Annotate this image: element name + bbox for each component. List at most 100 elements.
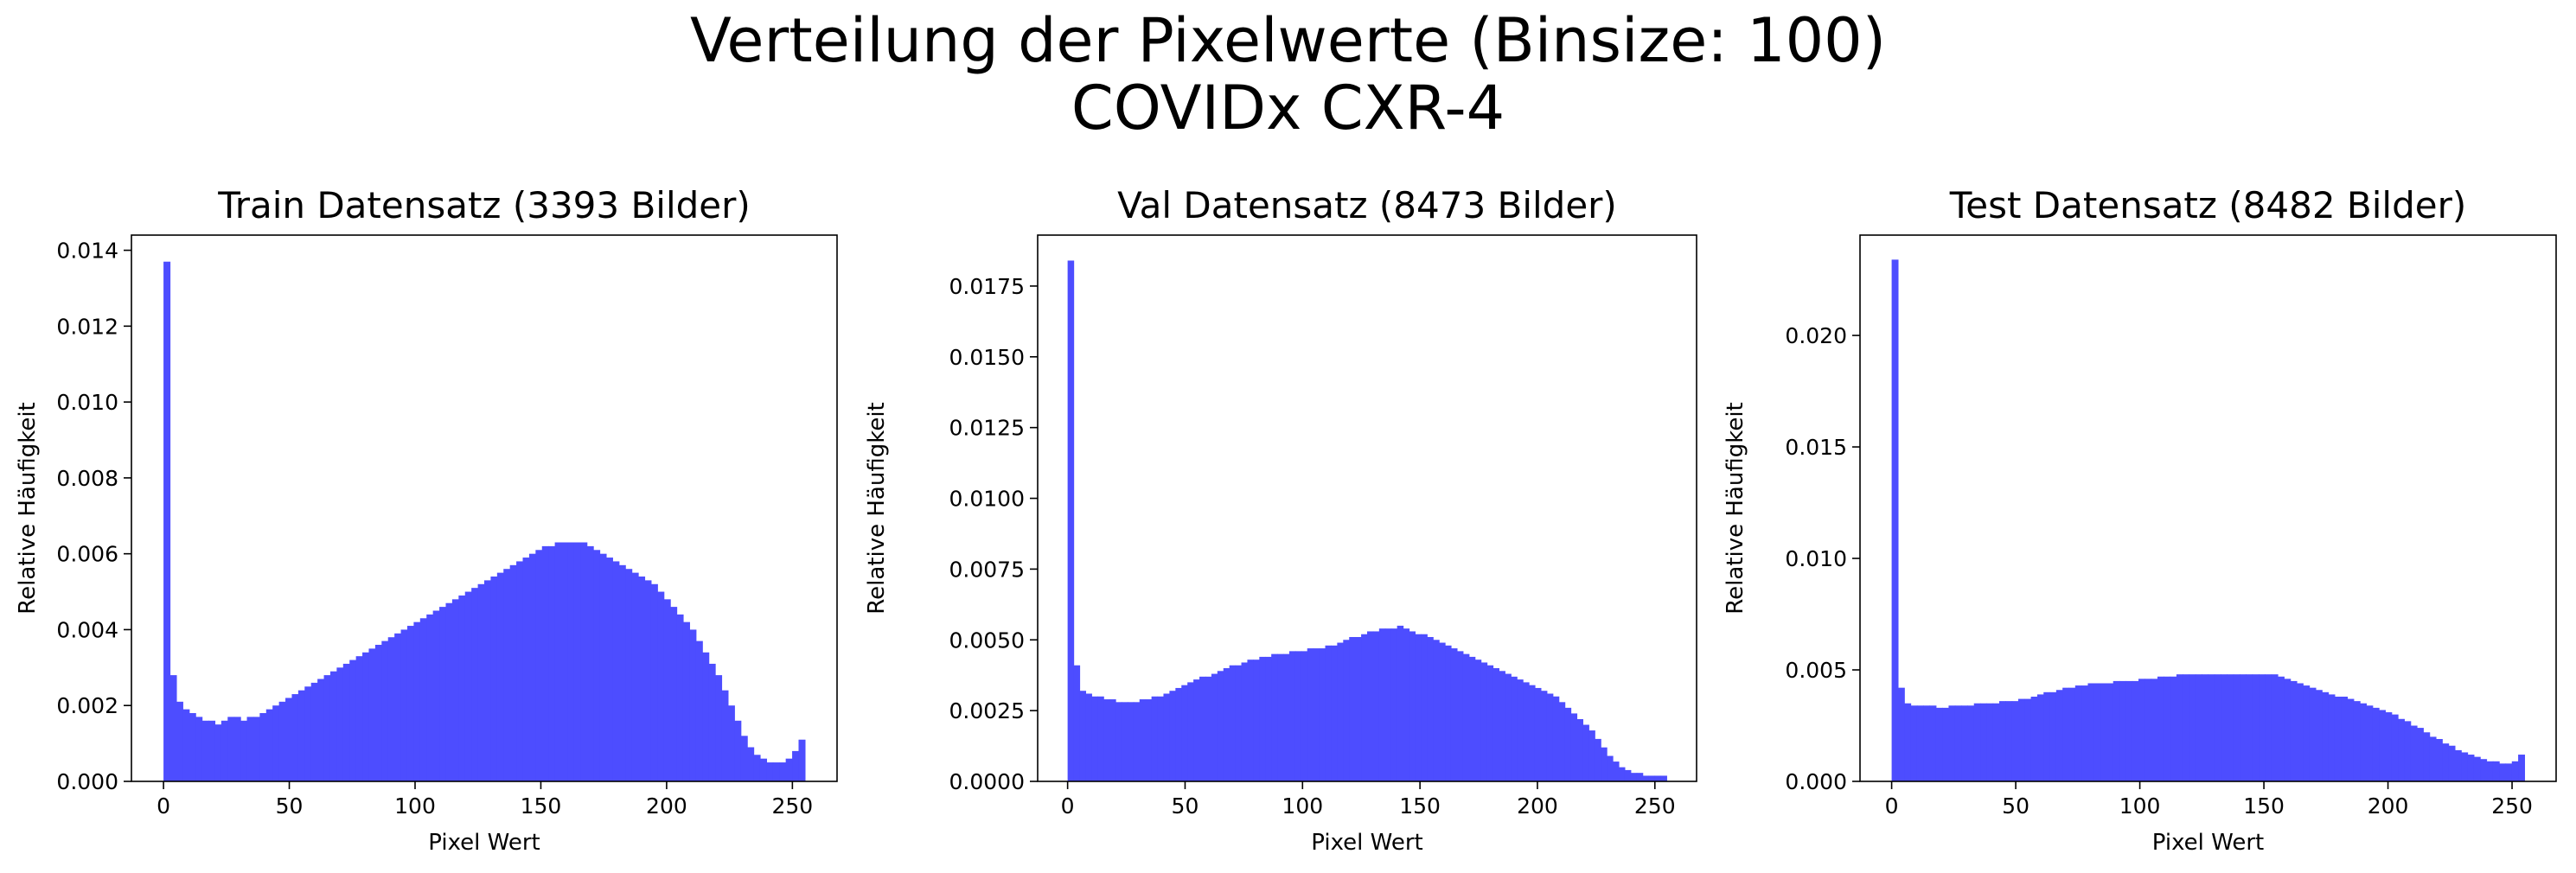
histogram-bar (702, 652, 710, 781)
histogram-bar (1205, 676, 1212, 781)
histogram-bar (201, 720, 209, 781)
histogram-bar (1151, 696, 1159, 781)
y-tick-label: 0.015 (1785, 435, 1847, 460)
bars (163, 261, 806, 782)
histogram-bar (2081, 685, 2089, 781)
histogram-bar (2284, 679, 2292, 781)
histogram-bar (413, 621, 421, 781)
histogram-bar (2265, 674, 2272, 781)
histogram-bar (785, 758, 793, 781)
histogram-bar (1421, 634, 1428, 781)
histogram-bar (1923, 705, 1931, 781)
histogram-bar (451, 599, 459, 781)
histogram-bar (1654, 775, 1662, 781)
histogram-bar (2005, 701, 2013, 781)
histogram-bar (484, 580, 492, 781)
histogram-bar (2183, 674, 2190, 781)
histogram-bar (1595, 738, 1601, 781)
histogram-bar (2398, 718, 2405, 781)
histogram-bar (1588, 730, 1595, 781)
histogram-bar (663, 599, 671, 781)
histogram-bar (779, 762, 787, 781)
histogram-bar (2030, 696, 2038, 781)
histogram-bar (272, 705, 280, 781)
histogram-bar (1067, 260, 1075, 782)
histogram-bar (1175, 687, 1182, 781)
x-tick-label: 150 (2243, 793, 2285, 819)
histogram-bar (2068, 687, 2076, 781)
histogram-bar (2309, 687, 2317, 781)
y-tick-label: 0.014 (56, 239, 118, 264)
x-tick-label: 0 (1061, 793, 1075, 819)
histogram-bar (1624, 769, 1632, 781)
histogram-bar (1980, 703, 1987, 781)
histogram-bar (1499, 671, 1505, 781)
histogram-bar (1294, 651, 1302, 781)
histogram-bar (1558, 702, 1566, 781)
histogram-bar (2093, 683, 2101, 781)
histogram-bar (1540, 691, 1548, 781)
histogram-bar (2170, 676, 2177, 781)
histogram-bar (650, 583, 658, 781)
histogram-bar (310, 682, 318, 781)
histogram-bar (221, 720, 228, 781)
histogram-bar (2145, 679, 2152, 781)
histogram-bar (1163, 693, 1170, 781)
y-tick-label: 0.008 (56, 466, 118, 491)
histogram-bar (2391, 714, 2399, 781)
panel-title: Val Datensatz (8473 Bilder) (1117, 184, 1617, 226)
histogram-bar (278, 701, 286, 781)
histogram-bar (1433, 640, 1440, 781)
histogram-bar (246, 717, 254, 781)
histogram-bar (2271, 674, 2279, 781)
histogram-bar (1986, 703, 1994, 781)
x-tick-label: 0 (157, 793, 170, 819)
histogram-bar (1229, 665, 1237, 781)
histogram-bar (509, 564, 517, 781)
histogram-bar (516, 561, 524, 781)
histogram-bar (1450, 648, 1458, 781)
histogram-bar (1247, 660, 1254, 781)
histogram-bar (1355, 636, 1362, 781)
histogram-bar (586, 545, 594, 781)
histogram-bar (1999, 701, 2006, 781)
histogram-bar (432, 610, 440, 781)
histogram-bar (631, 572, 639, 781)
histogram-bar (1576, 718, 1583, 781)
histogram-bar (2227, 674, 2234, 781)
histogram-bar (1331, 645, 1338, 781)
histogram-bar (2429, 736, 2437, 781)
histogram-bar (708, 663, 716, 781)
histogram-bar (2151, 679, 2158, 781)
histogram-bar (2043, 691, 2051, 781)
histogram-bar (195, 717, 203, 781)
y-tick-label: 0.000 (1785, 769, 1847, 794)
panel-title: Train Datensatz (3393 Bilder) (217, 184, 751, 226)
histogram-bar (2417, 728, 2424, 781)
histogram-bar (573, 542, 581, 781)
histogram-bar (1181, 685, 1188, 781)
histogram-bar (406, 626, 414, 781)
plot-frame (1859, 234, 2557, 782)
histogram-bar (2132, 680, 2139, 781)
histogram-bar (1468, 656, 1476, 781)
histogram-bar (163, 261, 171, 782)
y-tick-label: 0.020 (1785, 323, 1847, 348)
bars (1067, 260, 1667, 782)
histogram-bar (291, 694, 299, 781)
histogram-bar (227, 717, 235, 781)
histogram-bar (1409, 631, 1416, 781)
histogram-bar (715, 675, 723, 781)
histogram-bar (394, 633, 402, 781)
y-tick-label: 0.0025 (949, 698, 1025, 723)
histogram-bar (1642, 775, 1650, 781)
histogram-bar (1552, 696, 1560, 781)
x-tick-label: 0 (1885, 793, 1899, 819)
histogram-bar (1910, 705, 1918, 781)
histogram-bar (766, 762, 774, 781)
y-tick-label: 0.012 (56, 314, 118, 339)
histogram-bar (2208, 674, 2215, 781)
histogram-bar (233, 717, 241, 781)
histogram-bar (1897, 687, 1905, 781)
